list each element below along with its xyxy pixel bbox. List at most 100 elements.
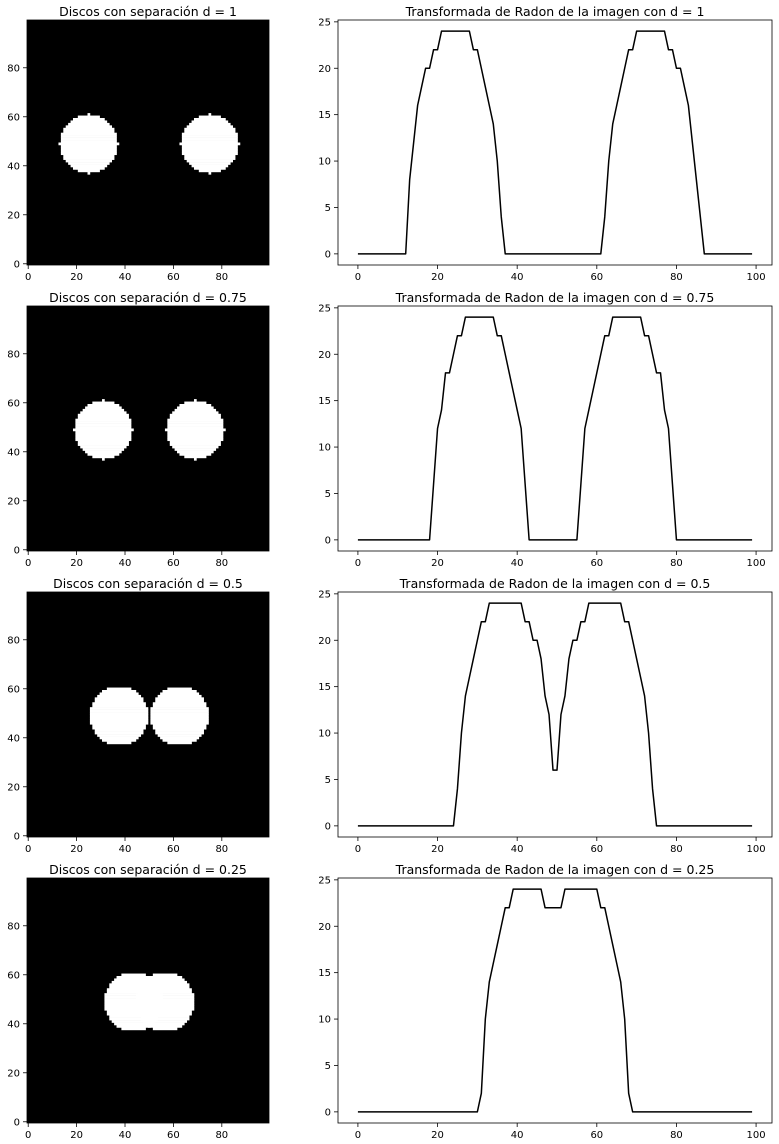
x-tick-label: 0 (25, 272, 31, 283)
image-panel-0: Discos con separación d = 1 0 20 40 60 80 0 20 4… (7, 4, 270, 283)
x-tick-label: 40 (511, 1130, 524, 1141)
axes-frame (26, 305, 270, 552)
y-tick-label: 5 (325, 775, 331, 786)
y-tick-label: 20 (318, 350, 331, 361)
x-tick-label: 0 (355, 844, 361, 855)
x-tick-label: 0 (25, 1130, 31, 1141)
panel-title: Transformada de Radon de la imagen con d… (399, 576, 711, 591)
y-tick-label: 10 (318, 157, 331, 168)
y-tick-label: 20 (7, 210, 20, 221)
x-tick-label: 80 (215, 558, 228, 569)
y-tick-label: 80 (7, 349, 20, 360)
y-tick-label: 25 (318, 303, 331, 314)
x-tick-label: 100 (747, 844, 766, 855)
panel-title: Discos con separación d = 0.75 (49, 290, 247, 305)
x-tick-label: 20 (70, 558, 83, 569)
panel-title: Discos con separación d = 0.25 (49, 862, 247, 877)
axes-frame (337, 19, 773, 266)
radon-series-line (357, 888, 753, 1113)
disk (104, 973, 163, 1031)
y-tick-label: 60 (7, 970, 20, 981)
x-tick-label: 40 (511, 558, 524, 569)
x-tick-label: 100 (747, 1130, 766, 1141)
disk (58, 113, 120, 175)
y-tick-label: 10 (318, 1015, 331, 1026)
x-tick-label: 0 (355, 558, 361, 569)
radon-series-line (357, 602, 753, 827)
y-tick-label: 40 (7, 1019, 20, 1030)
y-tick-label: 20 (318, 636, 331, 647)
x-tick-label: 80 (670, 272, 683, 283)
y-tick-label: 80 (7, 921, 20, 932)
x-tick-label: 40 (511, 844, 524, 855)
y-tick-label: 20 (7, 1068, 20, 1079)
disk (72, 399, 134, 461)
y-tick-label: 10 (318, 443, 331, 454)
y-tick-label: 25 (318, 875, 331, 886)
image-panel-1: Discos con separación d = 0.75 0 20 40 60 80 0… (7, 290, 270, 569)
disk (135, 973, 195, 1031)
x-tick-label: 40 (119, 272, 132, 283)
y-tick-label: 20 (318, 64, 331, 75)
x-tick-label: 20 (70, 844, 83, 855)
y-tick-label: 15 (318, 396, 331, 407)
y-tick-label: 0 (14, 1117, 20, 1128)
y-tick-label: 25 (318, 17, 331, 28)
x-tick-label: 80 (215, 844, 228, 855)
y-tick-label: 0 (325, 1107, 331, 1118)
y-tick-label: 40 (7, 161, 20, 172)
x-tick-label: 80 (670, 1130, 683, 1141)
y-tick-label: 5 (325, 489, 331, 500)
x-tick-label: 20 (431, 272, 444, 283)
x-tick-label: 20 (431, 558, 444, 569)
y-tick-label: 60 (7, 398, 20, 409)
y-tick-label: 0 (325, 821, 331, 832)
y-tick-label: 20 (7, 782, 20, 793)
x-tick-label: 60 (590, 1130, 603, 1141)
y-tick-label: 15 (318, 682, 331, 693)
y-tick-label: 5 (325, 203, 331, 214)
y-tick-label: 25 (318, 589, 331, 600)
x-tick-label: 100 (747, 558, 766, 569)
x-tick-label: 0 (25, 844, 31, 855)
x-tick-label: 60 (167, 844, 180, 855)
x-tick-label: 20 (431, 844, 444, 855)
radon-panel-3: Transformada de Radon de la imagen con d… (318, 862, 773, 1141)
x-tick-label: 0 (355, 272, 361, 283)
disk (150, 687, 209, 745)
image-background (27, 306, 269, 551)
panel-title: Transformada de Radon de la imagen con d… (405, 4, 705, 19)
x-tick-label: 80 (215, 272, 228, 283)
x-tick-label: 40 (511, 272, 524, 283)
x-tick-label: 20 (70, 1130, 83, 1141)
radon-series-line (357, 30, 753, 255)
axes-frame (337, 877, 773, 1124)
y-tick-label: 0 (14, 545, 20, 556)
panel-title: Discos con separación d = 1 (59, 4, 237, 19)
radon-panel-0: Transformada de Radon de la imagen con d… (318, 4, 773, 283)
radon-panel-1: Transformada de Radon de la imagen con d… (318, 290, 773, 569)
y-tick-label: 20 (7, 496, 20, 507)
y-tick-label: 0 (325, 535, 331, 546)
x-tick-label: 60 (590, 558, 603, 569)
x-tick-label: 0 (355, 1130, 361, 1141)
radon-panel-2: Transformada de Radon de la imagen con d… (318, 576, 773, 855)
y-tick-label: 0 (14, 831, 20, 842)
x-tick-label: 80 (215, 1130, 228, 1141)
y-tick-label: 5 (325, 1061, 331, 1072)
panel-title: Transformada de Radon de la imagen con d… (395, 862, 715, 877)
y-tick-label: 15 (318, 968, 331, 979)
y-tick-label: 80 (7, 635, 20, 646)
disk (89, 687, 149, 745)
disk (164, 399, 226, 461)
y-tick-label: 40 (7, 733, 20, 744)
axes-frame (26, 877, 270, 1124)
x-tick-label: 60 (167, 1130, 180, 1141)
radon-series-line (357, 316, 753, 541)
x-tick-label: 60 (167, 272, 180, 283)
x-tick-label: 60 (590, 844, 603, 855)
x-tick-label: 100 (747, 272, 766, 283)
panel-title: Transformada de Radon de la imagen con d… (395, 290, 715, 305)
y-tick-label: 80 (7, 63, 20, 74)
